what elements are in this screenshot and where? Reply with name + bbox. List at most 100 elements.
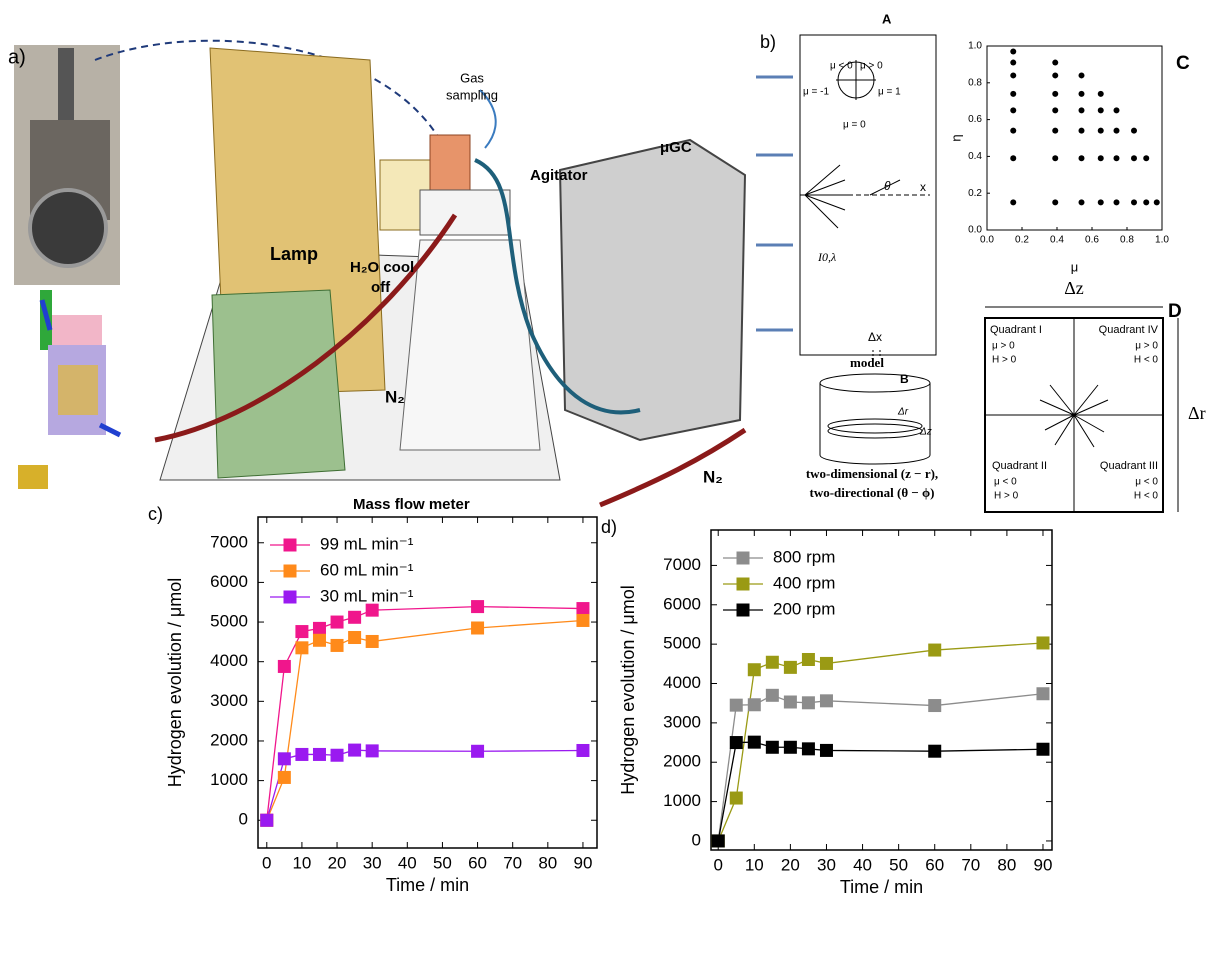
y-tick-label: 0.4 xyxy=(968,151,982,162)
marker xyxy=(766,741,779,754)
x-tick-label: 20 xyxy=(328,853,347,872)
y-axis-label: η xyxy=(948,134,963,141)
y-tick-label: 0.0 xyxy=(968,225,982,236)
quadrant-mu: μ < 0 xyxy=(994,477,1017,488)
point xyxy=(1154,199,1160,205)
y-tick-label: 5000 xyxy=(663,634,701,653)
point xyxy=(1098,128,1104,134)
marker xyxy=(278,752,291,765)
point xyxy=(1052,72,1058,78)
x-tick-label: 90 xyxy=(573,853,592,872)
dz-label: Δz xyxy=(919,427,932,438)
legend-label: 800 rpm xyxy=(773,547,835,566)
marker xyxy=(576,744,589,757)
marker xyxy=(295,748,308,761)
point xyxy=(1010,60,1016,66)
point xyxy=(1010,155,1016,161)
x-tick-label: 20 xyxy=(781,855,800,874)
marker xyxy=(766,656,779,669)
figure: a)GassamplingμGCAgitatorLampH₂O cooloffN… xyxy=(0,0,1214,968)
marker xyxy=(784,696,797,709)
x-tick-label: 70 xyxy=(503,853,522,872)
marker xyxy=(784,661,797,674)
point xyxy=(1114,128,1120,134)
marker xyxy=(730,699,743,712)
panel-label: b) xyxy=(760,32,776,52)
x-axis-label: Time / min xyxy=(840,877,923,897)
y-tick-label: 1.0 xyxy=(968,41,982,52)
point xyxy=(1131,155,1137,161)
agitator-body xyxy=(420,190,510,235)
marker xyxy=(278,660,291,673)
y-tick-label: 1000 xyxy=(210,770,248,789)
x-tick-label: 0.0 xyxy=(980,235,994,246)
marker xyxy=(820,744,833,757)
legend-marker xyxy=(737,578,750,591)
x-tick-label: 60 xyxy=(468,853,487,872)
mu-label: μ > 0 xyxy=(860,61,883,72)
x-tick-label: 30 xyxy=(363,853,382,872)
photo-tube xyxy=(58,48,74,120)
quadrant-name: Quadrant II xyxy=(992,460,1047,472)
mu-label: μ < 0 xyxy=(830,61,853,72)
x-axis-label: μ xyxy=(1071,259,1079,274)
point xyxy=(1079,128,1085,134)
x-tick-label: 90 xyxy=(1034,855,1053,874)
x-tick-label: 50 xyxy=(889,855,908,874)
point xyxy=(1052,60,1058,66)
x-tick-label: 50 xyxy=(433,853,452,872)
point xyxy=(1010,91,1016,97)
x-tick-label: 10 xyxy=(292,853,311,872)
incident-arrows xyxy=(756,77,793,330)
point xyxy=(1143,199,1149,205)
legend-marker xyxy=(737,604,750,617)
mu-label: μ = 0 xyxy=(843,120,866,131)
point xyxy=(1079,107,1085,113)
marker xyxy=(802,742,815,755)
point xyxy=(1098,107,1104,113)
panel-label: c) xyxy=(148,504,163,524)
mu-label: μ = -1 xyxy=(803,87,829,98)
x-tick-label: 0 xyxy=(262,853,271,872)
dr-label: Δr xyxy=(897,407,909,418)
marker xyxy=(366,604,379,617)
x-tick-label: 70 xyxy=(961,855,980,874)
marker xyxy=(766,689,779,702)
marker xyxy=(348,611,361,624)
marker xyxy=(730,792,743,805)
point xyxy=(1052,128,1058,134)
model-caption: two-dimensional (z − r), xyxy=(806,466,938,481)
model-top xyxy=(52,315,102,345)
point xyxy=(1052,199,1058,205)
x-tick-label: 0.2 xyxy=(1015,235,1029,246)
model-window xyxy=(58,365,98,415)
callout: Mass flow meter xyxy=(353,496,470,513)
rays xyxy=(805,165,900,228)
tube-n2-right xyxy=(600,430,745,505)
legend-label: 400 rpm xyxy=(773,573,835,592)
ugc-body xyxy=(560,140,745,440)
y-tick-label: 2000 xyxy=(210,730,248,749)
point xyxy=(1010,72,1016,78)
marker xyxy=(331,616,344,629)
x-tick-label: 10 xyxy=(745,855,764,874)
quadrant-name: Quadrant I xyxy=(990,324,1042,336)
point xyxy=(1052,155,1058,161)
point xyxy=(1098,155,1104,161)
point xyxy=(1131,199,1137,205)
callout: sampling xyxy=(446,87,498,102)
y-tick-label: 5000 xyxy=(210,612,248,631)
panel-label: a) xyxy=(8,46,26,68)
point xyxy=(1010,199,1016,205)
quadrant-mu: μ < 0 xyxy=(1135,477,1158,488)
marker xyxy=(295,625,308,638)
marker xyxy=(348,631,361,644)
marker xyxy=(712,834,725,847)
y-tick-label: 4000 xyxy=(210,651,248,670)
marker xyxy=(730,736,743,749)
quadrant-mu: μ > 0 xyxy=(1135,341,1158,352)
panel-label: d) xyxy=(601,517,617,537)
y-axis-label: Hydrogen evolution / μmol xyxy=(165,578,185,787)
callout: off xyxy=(371,279,391,296)
marker xyxy=(366,744,379,757)
